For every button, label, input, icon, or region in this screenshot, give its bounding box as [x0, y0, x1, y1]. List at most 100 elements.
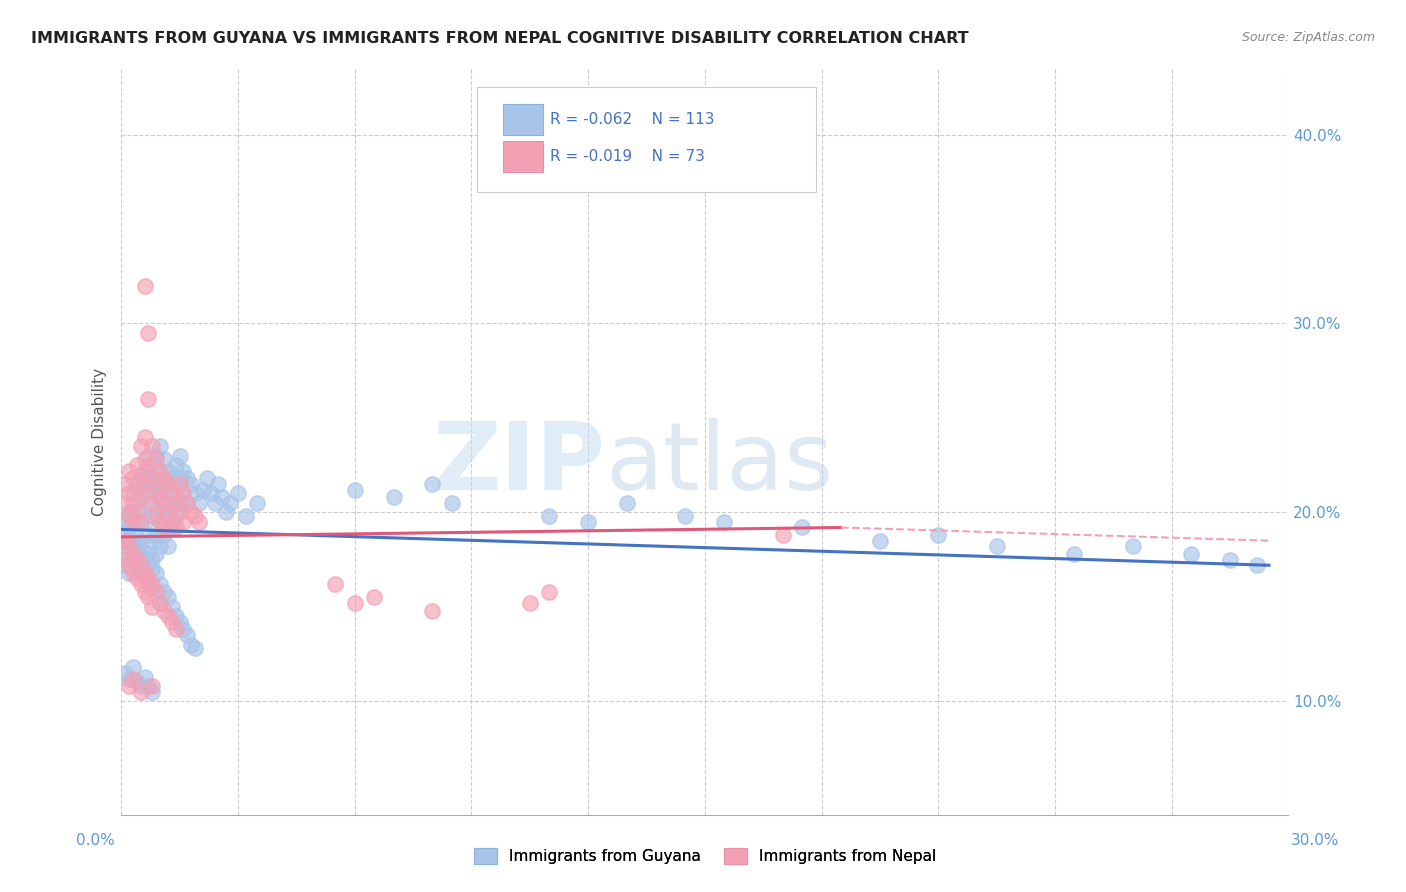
Point: [118, 486, 141, 500]
Point: [125, 543, 148, 558]
Point: [138, 572, 160, 586]
Point: [153, 520, 176, 534]
Point: [122, 486, 145, 500]
Point: [114, 665, 136, 680]
Point: [118, 547, 141, 561]
Point: [165, 483, 187, 497]
Point: [122, 566, 145, 580]
Point: [125, 552, 148, 566]
Point: [138, 591, 160, 605]
Point: [176, 628, 198, 642]
Point: [156, 591, 179, 605]
Point: [149, 490, 172, 504]
Point: [219, 496, 242, 510]
Point: [200, 486, 222, 500]
Point: [141, 477, 163, 491]
Point: [122, 547, 145, 561]
Point: [145, 486, 167, 500]
Point: [363, 591, 385, 605]
Point: [160, 599, 183, 614]
Point: [172, 464, 194, 478]
Point: [114, 540, 136, 554]
Point: [114, 496, 136, 510]
Point: [138, 679, 160, 693]
Point: [134, 552, 156, 566]
Point: [195, 471, 218, 485]
Point: [129, 685, 152, 699]
Point: [125, 515, 148, 529]
Point: [172, 623, 194, 637]
FancyBboxPatch shape: [503, 103, 543, 135]
Point: [172, 515, 194, 529]
Point: [122, 672, 145, 686]
Point: [1122, 540, 1144, 554]
Point: [141, 685, 163, 699]
Point: [153, 471, 176, 485]
Point: [215, 505, 238, 519]
Point: [160, 615, 183, 629]
Point: [169, 449, 191, 463]
Point: [138, 392, 160, 406]
Point: [129, 566, 152, 580]
Text: R = -0.062    N = 113: R = -0.062 N = 113: [550, 112, 714, 127]
Point: [156, 486, 179, 500]
Point: [149, 490, 172, 504]
Point: [235, 509, 257, 524]
Point: [129, 533, 152, 548]
Point: [153, 452, 176, 467]
Point: [323, 577, 346, 591]
Point: [114, 515, 136, 529]
FancyBboxPatch shape: [503, 141, 543, 172]
Point: [169, 615, 191, 629]
Point: [122, 471, 145, 485]
Point: [176, 496, 198, 510]
Point: [118, 540, 141, 554]
Point: [138, 528, 160, 542]
Point: [118, 464, 141, 478]
Point: [122, 528, 145, 542]
Point: [125, 477, 148, 491]
Point: [134, 486, 156, 500]
Point: [145, 566, 167, 580]
Point: [129, 490, 152, 504]
Point: [141, 439, 163, 453]
Point: [165, 623, 187, 637]
Point: [422, 477, 444, 491]
Point: [122, 509, 145, 524]
Point: [122, 552, 145, 566]
Point: [145, 483, 167, 497]
Point: [125, 562, 148, 576]
Point: [114, 552, 136, 566]
Point: [122, 660, 145, 674]
Point: [138, 496, 160, 510]
Point: [422, 604, 444, 618]
Point: [134, 477, 156, 491]
Point: [440, 496, 463, 510]
Point: [149, 515, 172, 529]
Point: [141, 599, 163, 614]
Point: [184, 641, 207, 656]
Point: [145, 509, 167, 524]
Point: [129, 505, 152, 519]
Point: [1180, 547, 1202, 561]
Point: [129, 515, 152, 529]
Point: [188, 496, 211, 510]
Point: [188, 515, 211, 529]
Point: [616, 496, 638, 510]
Point: [114, 477, 136, 491]
Point: [165, 609, 187, 624]
Point: [114, 528, 136, 542]
Point: [145, 505, 167, 519]
Point: [165, 509, 187, 524]
Point: [118, 520, 141, 534]
Point: [134, 278, 156, 293]
Point: [118, 505, 141, 519]
Text: Source: ZipAtlas.com: Source: ZipAtlas.com: [1241, 31, 1375, 45]
Point: [153, 496, 176, 510]
Point: [184, 486, 207, 500]
Point: [138, 558, 160, 573]
Point: [134, 670, 156, 684]
Point: [129, 558, 152, 573]
Point: [1219, 552, 1241, 566]
Point: [343, 596, 366, 610]
